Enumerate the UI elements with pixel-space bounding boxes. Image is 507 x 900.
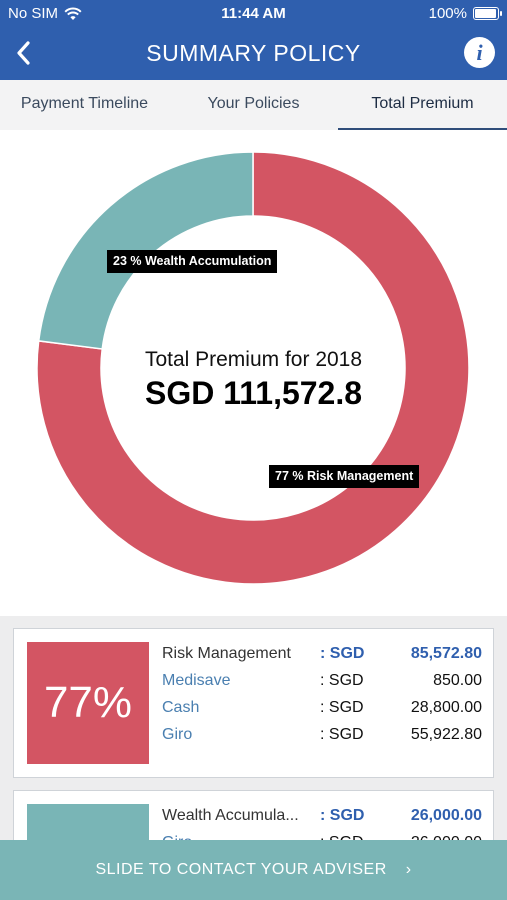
row-name: Risk Management: [162, 645, 291, 662]
back-chevron-icon[interactable]: [10, 38, 40, 68]
status-left: No SIM: [8, 5, 82, 22]
battery-icon: [473, 7, 502, 20]
row-amount: 26,000.00: [410, 807, 482, 824]
row-name: Giro: [162, 726, 193, 743]
status-time: 11:44 AM: [221, 5, 286, 22]
row-amount: 28,800.00: [410, 699, 482, 716]
info-icon[interactable]: i: [464, 37, 495, 68]
slide-to-contact-bar[interactable]: SLIDE TO CONTACT YOUR ADVISER ›: [0, 840, 507, 900]
row-currency: : SGD: [320, 672, 364, 689]
tab-bar: Payment Timeline Your Policies Total Pre…: [0, 80, 507, 130]
row-amount: 55,922.80: [410, 726, 482, 743]
status-bar: No SIM 11:44 AM 100%: [0, 0, 507, 28]
premium-chart: 23 % Wealth Accumulation 77 % Risk Manag…: [0, 130, 507, 616]
tab-payment-timeline[interactable]: Payment Timeline: [20, 95, 149, 112]
carrier-label: No SIM: [8, 5, 59, 22]
row-amount: 850.00: [433, 672, 482, 689]
row-currency: : SGD: [320, 645, 365, 662]
row-name: Wealth Accumula...: [162, 807, 299, 824]
battery-fill: [475, 9, 496, 18]
percent-block: 77%: [27, 642, 149, 764]
card-row: Giro : SGD 55,922.80: [162, 726, 482, 753]
card-row: Cash : SGD 28,800.00: [162, 699, 482, 726]
slice-label-wealth: 23 % Wealth Accumulation: [107, 250, 278, 273]
card-row: Wealth Accumula... : SGD 26,000.00: [162, 807, 482, 834]
page-title: SUMMARY POLICY: [146, 40, 361, 66]
chevron-right-icon: ›: [405, 861, 412, 878]
card-row: Risk Management : SGD 85,572.80: [162, 645, 482, 672]
slide-label: SLIDE TO CONTACT YOUR ADVISER: [95, 861, 387, 878]
premium-card-risk[interactable]: 77% Risk Management : SGD 85,572.80 Medi…: [13, 628, 494, 778]
row-currency: : SGD: [320, 807, 365, 824]
tab-total-premium[interactable]: Total Premium: [338, 80, 507, 130]
row-amount: 85,572.80: [410, 645, 482, 662]
row-currency: : SGD: [320, 726, 364, 743]
wifi-icon: [64, 7, 82, 20]
slice-label-risk: 77 % Risk Management: [269, 465, 420, 488]
row-name: Medisave: [162, 672, 231, 689]
battery-percent: 100%: [428, 5, 467, 22]
chart-center-subtitle: Total Premium for 2018: [144, 348, 363, 371]
tab-your-policies[interactable]: Your Policies: [207, 95, 300, 112]
donut-chart: [36, 151, 470, 585]
row-name: Cash: [162, 699, 200, 716]
row-currency: : SGD: [320, 699, 364, 716]
chart-center-value: SGD 111,572.8: [144, 375, 363, 411]
nav-bar: SUMMARY POLICY i: [0, 28, 507, 80]
status-right: 100%: [428, 5, 502, 22]
card-row: Medisave : SGD 850.00: [162, 672, 482, 699]
